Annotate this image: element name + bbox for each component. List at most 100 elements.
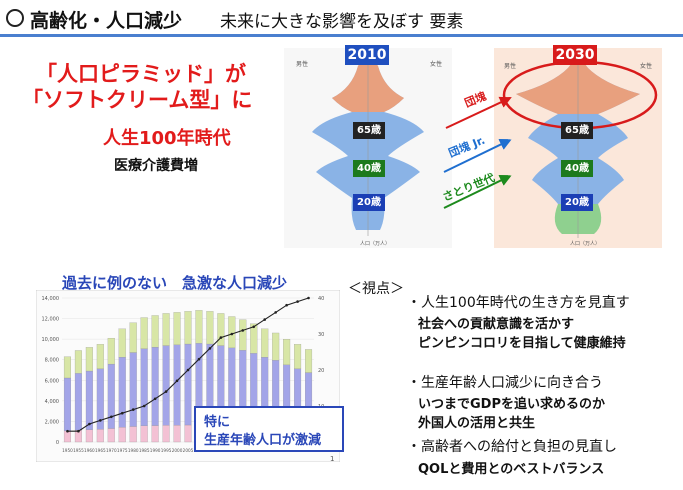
pyramid-2030-female-label: 女性 <box>640 62 652 70</box>
dankai-jr-arrow <box>443 138 512 173</box>
viewpoint-item1-sub2: ピンピンコロリを目指して健康維持 <box>418 336 626 351</box>
viewpoint-item3-head: ・高齢者への給付と負担の見直し <box>407 439 617 455</box>
y-tick-label: 6,000 <box>45 378 59 384</box>
chart-bar-segment <box>129 322 137 353</box>
age65-tag-2030: 65歳 <box>561 122 593 139</box>
chart-bar-segment <box>74 350 82 374</box>
x-tick-label: 1960 <box>84 448 95 453</box>
age20-tag-2030: 20歳 <box>561 194 593 211</box>
chart-bar-segment <box>118 427 126 443</box>
chart-title: 過去に例のない 急激な人口減少 <box>62 274 288 292</box>
viewpoint-item1-sub1: 社会への貢献意識を活かす <box>418 317 575 332</box>
y-tick-label: 8,000 <box>45 358 59 364</box>
chart-bar-segment <box>107 428 115 443</box>
chart-bar-segment <box>118 328 126 358</box>
chart-bar-segment <box>217 313 225 346</box>
chart-bar-segment <box>228 316 236 349</box>
chart-point <box>153 397 157 401</box>
x-tick-label: 1965 <box>95 448 106 453</box>
chart-bar-segment <box>151 346 159 426</box>
viewpoint-item2-sub1: いつまでGDPを追い求めるのか <box>418 397 605 412</box>
dankai-arrow <box>445 96 512 129</box>
chart-point <box>208 347 212 350</box>
chart-bar-segment <box>195 310 203 344</box>
viewpoint-item2-head: ・生産年齢人口減少に向き合う <box>407 375 603 391</box>
chart-bar-segment <box>173 425 181 443</box>
chart-bar-segment <box>96 429 104 443</box>
y-tick-label: 12,000 <box>42 317 60 323</box>
chart-bar-segment <box>63 356 71 379</box>
chart-callout: 特に 生産年齢人口が激減 <box>194 406 344 452</box>
chart-point <box>120 411 124 415</box>
chart-point <box>241 329 245 332</box>
y-tick-label: 2,000 <box>45 419 59 425</box>
x-tick-label: 1950 <box>62 448 73 453</box>
chart-bar-segment <box>107 337 115 365</box>
chart-point <box>142 404 146 408</box>
viewpoint-label: ＜視点＞ <box>348 281 404 297</box>
chart-bar-segment <box>162 345 170 426</box>
chart-bar-segment <box>140 425 148 443</box>
chart-bar-segment <box>129 426 137 443</box>
age20-tag-2010: 20歳 <box>353 194 385 211</box>
chart-bar-segment <box>85 370 93 430</box>
viewpoint-item2-sub2: 外国人の活用と共生 <box>418 416 536 431</box>
y-tick-label: 10,000 <box>42 337 60 343</box>
age40-tag-2010: 40歳 <box>353 160 385 177</box>
chart-point <box>230 332 234 336</box>
age65-tag-2010: 65歳 <box>353 122 385 139</box>
chart-point <box>285 303 288 307</box>
chart-bar-segment <box>206 311 214 345</box>
y-tick-label: 14,000 <box>42 296 60 302</box>
chart-bar-segment <box>283 339 291 365</box>
chart-point <box>88 422 91 426</box>
pyramid-2010-male-label: 男性 <box>296 60 308 68</box>
chart-bar-segment <box>151 315 159 348</box>
x-tick-label: 1985 <box>139 448 150 453</box>
page-title: 高齢化・人口減少 <box>30 10 183 32</box>
pyramid-2010: 男性 女性 人口（万人） <box>284 48 452 248</box>
chart-bar-segment <box>107 363 115 429</box>
chart-point <box>164 390 168 393</box>
x-tick-label: 1980 <box>128 448 139 453</box>
chart-bar-segment <box>184 311 192 345</box>
y2-tick-label: 20 <box>318 368 324 374</box>
chart-bar-segment <box>118 357 126 428</box>
chart-point <box>307 296 310 300</box>
chart-point <box>219 336 223 339</box>
chart-bar-segment <box>129 352 137 427</box>
circle-bullet-icon <box>6 9 24 27</box>
pyramid-2010-female-label: 女性 <box>430 60 442 68</box>
chart-bar-segment <box>162 425 170 443</box>
chart-point <box>99 419 102 422</box>
y2-tick-label: 30 <box>318 332 324 338</box>
chart-bar-segment <box>74 373 82 431</box>
y-tick-label: 4,000 <box>45 399 59 405</box>
header: 高齢化・人口減少 未来に大きな影響を及ぼす 要素 <box>0 0 683 44</box>
header-underline <box>0 34 683 37</box>
chart-bar-segment <box>184 343 192 426</box>
chart-bar-segment <box>140 317 148 349</box>
chart-bar-segment <box>173 344 181 426</box>
pyramid-2010-graphic: 男性 女性 人口（万人） <box>284 48 452 248</box>
chart-point <box>175 379 179 383</box>
chart-point <box>252 325 256 329</box>
y2-tick-label: 40 <box>318 296 324 302</box>
chart-bar-segment <box>239 319 247 351</box>
chart-point <box>197 357 201 361</box>
y-tick-label: 0 <box>56 440 59 446</box>
generation-arrows <box>443 96 512 209</box>
year-2010-badge: 2010 <box>345 45 389 65</box>
medical-cost-text: 医療介護費増 <box>114 158 198 174</box>
pyramid-heading-line1: 「人口ピラミッド」が <box>36 62 246 86</box>
chart-bar-segment <box>151 425 159 443</box>
chart-bar-segment <box>272 332 280 361</box>
chart-point <box>296 300 299 303</box>
chart-bar-segment <box>173 312 181 345</box>
chart-bar-segment <box>294 344 302 369</box>
satori-arrow <box>443 174 512 209</box>
chart-bar-segment <box>184 424 192 443</box>
pyramid-heading-line2: 「ソフトクリーム型」に <box>22 88 253 112</box>
chart-point <box>110 415 113 419</box>
pyramid-2030-graphic: 男性 女性 人口（万人） <box>494 48 662 248</box>
